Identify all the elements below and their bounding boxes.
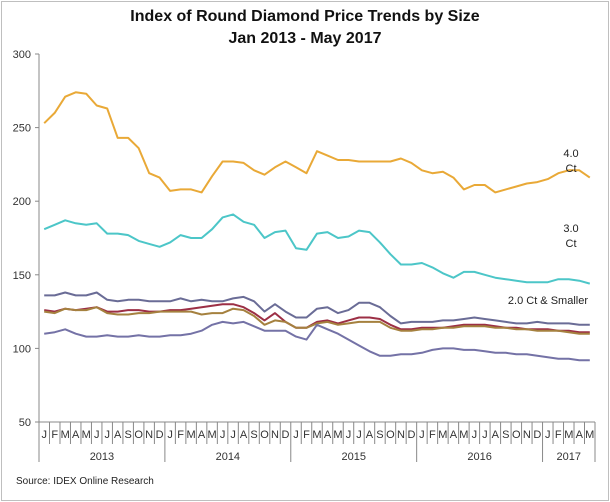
month-tick-label: J [94,429,100,441]
month-tick-label: D [407,429,415,441]
month-tick-label: N [145,429,153,441]
month-tick-label: A [450,429,458,441]
month-tick-label: M [61,429,70,441]
chart-subtitle: Jan 2013 - May 2017 [228,30,382,47]
month-tick-label: N [523,429,531,441]
month-tick-label: J [220,429,226,441]
month-tick-label: F [51,429,58,441]
series-line-2 [44,291,590,326]
month-tick-label: N [271,429,279,441]
y-tick-label: 50 [19,417,31,429]
month-tick-label: J [167,429,173,441]
month-tick-label: S [376,429,383,441]
month-tick-label: D [282,429,290,441]
month-tick-label: M [187,429,196,441]
month-tick-label: A [114,429,122,441]
y-tick-label: 250 [13,123,31,135]
month-tick-label: J [293,429,299,441]
month-tick-label: D [533,429,541,441]
month-tick-label: O [512,429,521,441]
month-tick-label: J [230,429,236,441]
y-tick-label: 100 [13,343,31,355]
month-tick-label: A [198,429,206,441]
month-tick-label: F [177,429,184,441]
source-note: Source: IDEX Online Research [16,476,154,487]
month-tick-label: O [260,429,269,441]
month-tick-label: D [156,429,164,441]
month-tick-label: F [429,429,436,441]
month-tick-label: J [472,429,478,441]
month-tick-label: F [555,429,562,441]
month-tick-label: M [333,429,342,441]
series-line-4 [44,306,590,335]
series-annotation: 2.0 Ct & Smaller [508,295,588,307]
month-tick-label: O [386,429,395,441]
series-annotation: Ct [566,238,577,250]
y-tick-label: 200 [13,196,31,208]
month-tick-label: A [324,429,332,441]
month-tick-label: N [397,429,405,441]
month-tick-label: S [124,429,131,441]
series-annotation: 4.0 [563,148,578,160]
month-tick-label: J [482,429,488,441]
month-tick-label: M [82,429,91,441]
month-tick-label: J [41,429,47,441]
y-tick-label: 300 [13,49,31,61]
series-line-1 [43,213,591,285]
month-tick-label: A [366,429,374,441]
year-label: 2015 [341,451,365,463]
month-tick-label: J [356,429,362,441]
month-tick-label: M [564,429,573,441]
month-tick-label: S [502,429,509,441]
year-label: 2014 [216,451,240,463]
month-tick-label: M [208,429,217,441]
series-line-5 [44,320,590,362]
month-tick-label: M [585,429,594,441]
month-tick-label: J [545,429,551,441]
month-tick-label: F [303,429,310,441]
month-tick-label: A [240,429,248,441]
month-tick-label: J [104,429,110,441]
month-tick-label: A [492,429,500,441]
month-tick-label: A [72,429,80,441]
year-label: 2017 [557,451,581,463]
series-annotation: Ct [566,163,577,175]
month-tick-label: M [459,429,468,441]
chart-title: Index of Round Diamond Price Trends by S… [130,8,480,25]
month-tick-label: M [438,429,447,441]
month-tick-label: S [250,429,257,441]
year-label: 2013 [90,451,114,463]
month-tick-label: O [134,429,143,441]
series-line-0 [43,91,591,194]
y-tick-label: 150 [13,270,31,282]
series-annotation: 3.0 [563,223,578,235]
month-tick-label: J [419,429,425,441]
month-tick-label: J [346,429,352,441]
month-tick-label: A [576,429,584,441]
year-label: 2016 [467,451,491,463]
month-tick-label: M [312,429,321,441]
